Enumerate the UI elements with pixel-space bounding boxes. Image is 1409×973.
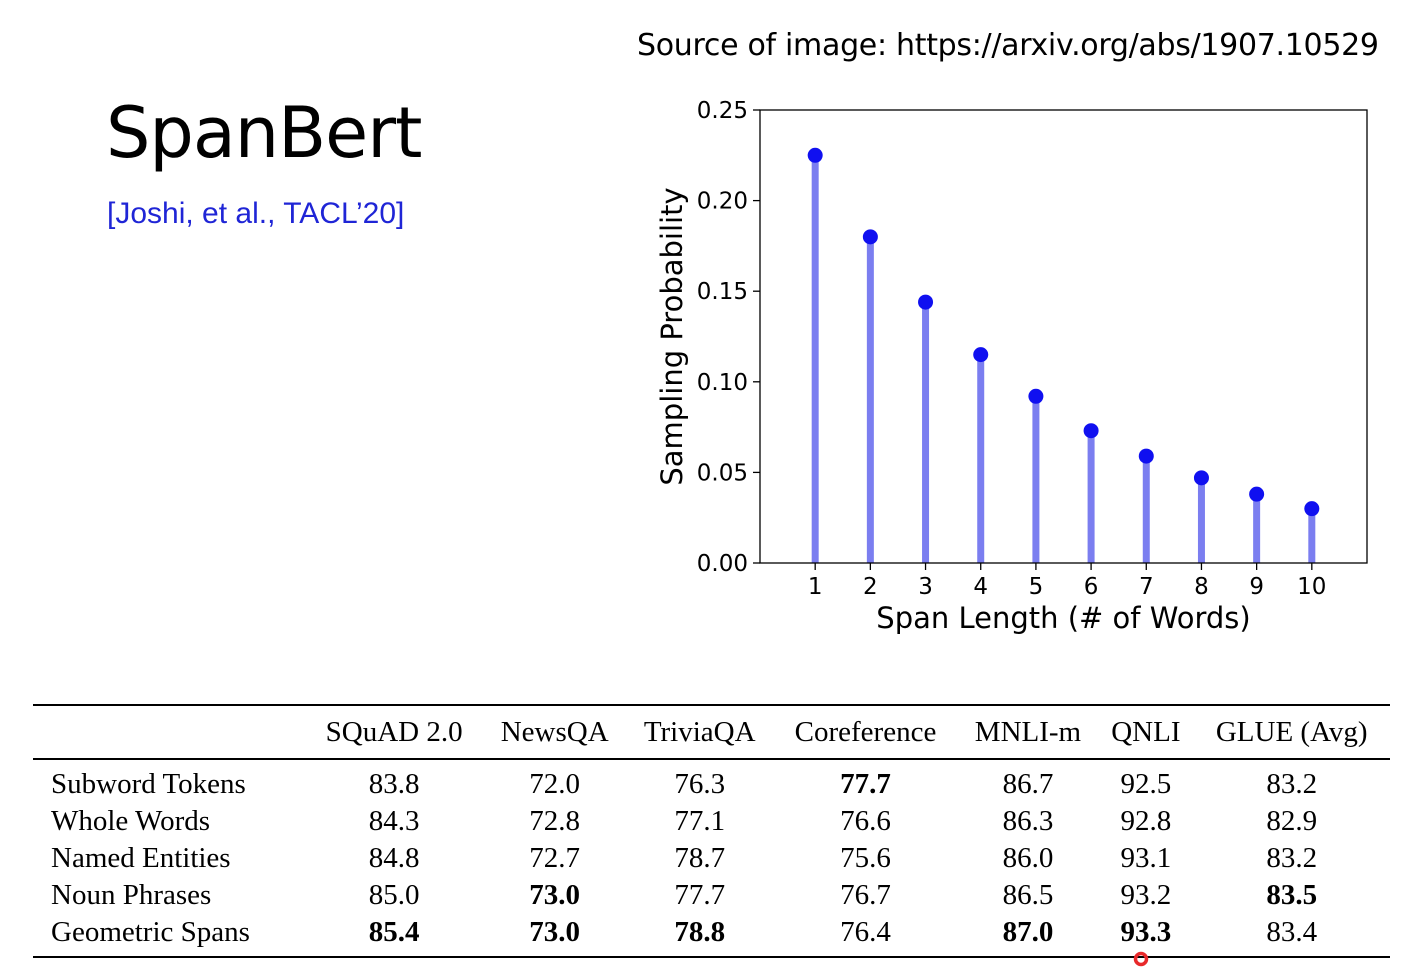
column-header: NewsQA <box>483 704 627 760</box>
x-tick-label: 3 <box>918 574 933 600</box>
table-cell: 84.3 <box>368 805 420 837</box>
table-cell: 76.7 <box>840 879 891 911</box>
y-tick-label: 0.15 <box>697 279 748 305</box>
row-label: Named Entities <box>51 842 231 874</box>
table-cell: 76.6 <box>840 805 891 837</box>
table-cell: 92.5 <box>1120 768 1172 800</box>
x-tick-label: 8 <box>1194 574 1209 600</box>
image-source: Source of image: https://arxiv.org/abs/1… <box>637 28 1379 63</box>
header-blank <box>33 704 305 760</box>
x-tick-label: 6 <box>1084 574 1099 600</box>
table-cell: 87.0 <box>957 914 1099 958</box>
marker-2 <box>862 229 878 245</box>
marker-10 <box>1304 501 1320 517</box>
marker-3 <box>918 294 934 310</box>
column-header: Coreference <box>773 704 958 760</box>
chart-markers <box>807 147 1320 517</box>
chart-stems <box>811 155 1316 563</box>
table-cell: 77.7 <box>840 768 891 800</box>
y-tick-label: 0.05 <box>697 460 748 486</box>
x-tick-label: 1 <box>808 574 823 600</box>
y-tick-label: 0.10 <box>697 370 748 396</box>
citation: [Joshi, et al., TACL’20] <box>107 197 405 230</box>
table-header-row: SQuAD 2.0 NewsQA TriviaQA Coreference MNLI-m… <box>33 704 1390 760</box>
marker-4 <box>973 347 989 363</box>
column-header: MNLI-m <box>957 704 1099 760</box>
table-cell: 83.8 <box>368 768 420 800</box>
table-cell: 83.5 <box>1266 879 1318 911</box>
table-cell: 78.8 <box>626 914 774 958</box>
table-cell: 73.0 <box>483 914 627 958</box>
table-cell: 93.1 <box>1120 842 1172 874</box>
x-tick-label: 4 <box>973 574 988 600</box>
x-tick-label: 9 <box>1249 574 1264 600</box>
table-cell: 83.4 <box>1193 914 1390 958</box>
table-cell: 83.2 <box>1266 768 1318 800</box>
y-axis-label: Sampling Probability <box>655 187 689 485</box>
table-row: Whole Words 84.3 72.8 77.1 76.6 86.3 92.8 82.9 <box>33 803 1390 840</box>
table-cell: 93.2 <box>1120 879 1172 911</box>
table-cell: 86.5 <box>1002 879 1054 911</box>
table-cell: 84.8 <box>368 842 420 874</box>
marker-6 <box>1083 423 1099 439</box>
marker-1 <box>807 147 823 163</box>
table-row: Named Entities 84.8 72.7 78.7 75.6 86.0 93.1 83… <box>33 840 1390 877</box>
table-cell: 82.9 <box>1266 805 1318 837</box>
x-axis-label: Span Length (# of Words) <box>876 601 1250 635</box>
table-cell: 77.1 <box>674 805 726 837</box>
marker-9 <box>1249 486 1265 502</box>
y-tick-label: 0.25 <box>697 98 748 124</box>
x-tick-label: 5 <box>1029 574 1044 600</box>
table-body: Subword Tokens 83.8 72.0 76.3 77.7 86.7 92.5 83… <box>33 759 1390 958</box>
x-tick-label: 10 <box>1297 574 1326 600</box>
table-cell: 72.8 <box>529 805 581 837</box>
column-header: TriviaQA <box>626 704 774 760</box>
table-row: Noun Phrases 85.0 73.0 77.7 76.7 86.5 93.2 83.5 <box>33 877 1390 914</box>
table-row: Subword Tokens 83.8 72.0 76.3 77.7 86.7 92.5 83… <box>33 759 1390 803</box>
column-header: QNLI <box>1098 704 1194 760</box>
table-cell: 73.0 <box>529 879 581 911</box>
table-cell: 76.3 <box>674 768 726 800</box>
table-cell: 83.2 <box>1266 842 1318 874</box>
marker-7 <box>1138 448 1154 464</box>
table-cell: 72.7 <box>529 842 581 874</box>
table-cell: 86.7 <box>1002 768 1054 800</box>
row-label: Geometric Spans <box>33 914 305 958</box>
table-cell: 72.0 <box>529 768 581 800</box>
x-axis-ticks: 1 2 3 4 5 6 7 8 9 10 <box>808 563 1326 600</box>
row-label: Noun Phrases <box>51 879 212 911</box>
marker-5 <box>1028 388 1044 404</box>
table-cell: 85.4 <box>304 914 484 958</box>
span-length-chart: 0.00 0.05 0.10 0.15 0.20 0.25 1 2 3 4 5 6 7 8 9 10 Sam… <box>655 98 1368 635</box>
results-table: SQuAD 2.0 NewsQA TriviaQA Coreference MNLI-m… <box>33 704 1390 958</box>
table-cell: 92.8 <box>1120 805 1172 837</box>
marker-8 <box>1193 470 1209 486</box>
table-cell: 75.6 <box>840 842 891 874</box>
y-axis-ticks: 0.00 0.05 0.10 0.15 0.20 0.25 <box>697 98 760 577</box>
x-tick-label: 2 <box>863 574 878 600</box>
table-cell: 78.7 <box>674 842 726 874</box>
table-cell: 77.7 <box>674 879 726 911</box>
slide-title: SpanBert <box>106 92 422 174</box>
column-header: GLUE (Avg) <box>1193 704 1390 760</box>
axes-frame <box>759 109 1368 564</box>
row-label: Subword Tokens <box>51 768 246 800</box>
column-header: SQuAD 2.0 <box>304 704 484 760</box>
x-tick-label: 7 <box>1139 574 1154 600</box>
row-label: Whole Words <box>51 805 211 837</box>
table-cell: 86.3 <box>1002 805 1054 837</box>
table-cell: 76.4 <box>773 914 958 958</box>
cursor-ring-icon <box>1133 951 1149 967</box>
table-cell: 85.0 <box>368 879 420 911</box>
y-tick-label: 0.00 <box>697 551 748 577</box>
table-row: Geometric Spans 85.4 73.0 78.8 76.4 87.0 93.3 8… <box>33 914 1390 958</box>
y-tick-label: 0.20 <box>697 189 748 215</box>
table-cell: 86.0 <box>1002 842 1054 874</box>
